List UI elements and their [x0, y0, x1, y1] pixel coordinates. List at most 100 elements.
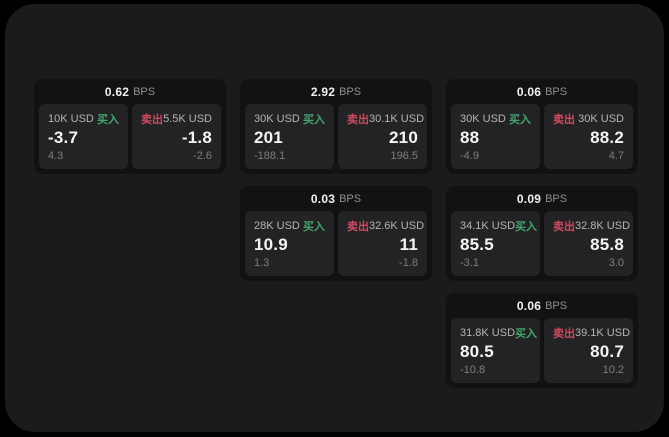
buy-price: 201 — [254, 128, 283, 148]
buy-sub-value: -10.8 — [460, 364, 486, 376]
buy-tile[interactable]: 10K USD 买入 -3.7 4.3 — [39, 104, 128, 169]
quote-tiles: 34.1K USD 买入 85.5 -3.1 卖出 32.8K USD 85.8… — [446, 211, 638, 281]
bps-unit: BPS — [133, 85, 156, 98]
bps-header: 0.03 BPS — [240, 186, 432, 211]
sell-tile[interactable]: 卖出 30K USD 88.2 4.7 — [544, 104, 633, 169]
buy-side-label: 买入 — [303, 114, 325, 126]
sell-sub-value: -1.8 — [399, 257, 418, 269]
buy-size-label: 30K USD — [254, 113, 300, 125]
bps-unit: BPS — [545, 192, 568, 205]
sell-size-label: 5.5K USD — [163, 113, 212, 125]
buy-size-label: 28K USD — [254, 220, 300, 232]
bps-value: 0.06 — [516, 84, 542, 99]
sell-tile[interactable]: 卖出 32.8K USD 85.8 3.0 — [544, 211, 633, 276]
sell-size-label: 30K USD — [578, 113, 624, 125]
buy-size-label: 31.8K USD — [460, 327, 516, 339]
bps-header: 0.06 BPS — [446, 79, 638, 104]
bps-unit: BPS — [339, 192, 362, 205]
sell-tile-header: 卖出 5.5K USD — [141, 111, 212, 127]
sell-size-label: 39.1K USD — [575, 327, 631, 339]
bps-header: 0.06 BPS — [446, 293, 638, 318]
buy-price: 10.9 — [254, 235, 288, 255]
buy-tile[interactable]: 34.1K USD 买入 85.5 -3.1 — [451, 211, 540, 276]
sell-side-label: 卖出 — [553, 221, 575, 233]
sell-price: -1.8 — [181, 128, 212, 148]
buy-side-label: 买入 — [303, 221, 325, 233]
sell-size-label: 32.8K USD — [575, 220, 631, 232]
bps-value: 0.09 — [516, 191, 542, 206]
buy-sub-value: -4.9 — [460, 150, 479, 162]
buy-sub-value: -188.1 — [254, 150, 286, 162]
buy-sub-value: -3.1 — [460, 257, 479, 269]
bps-value: 2.92 — [310, 84, 336, 99]
bps-unit: BPS — [339, 85, 362, 98]
quote-tiles: 30K USD 买入 88 -4.9 卖出 30K USD 88.2 4.7 — [446, 104, 638, 174]
sell-tile-header: 卖出 32.8K USD — [553, 218, 630, 234]
buy-sub-value: 1.3 — [254, 257, 270, 269]
sell-side-label: 卖出 — [553, 114, 575, 126]
buy-side-label: 买入 — [515, 328, 538, 340]
buy-size-label: 30K USD — [460, 113, 506, 125]
sell-sub-value: 10.2 — [602, 364, 624, 376]
quote-tiles: 10K USD 买入 -3.7 4.3 卖出 5.5K USD -1.8 -2.… — [34, 104, 226, 174]
sell-price: 210 — [389, 128, 418, 148]
sell-tile-header: 卖出 32.6K USD — [347, 218, 424, 234]
sell-sub-value: 196.5 — [390, 150, 418, 162]
bps-header: 0.09 BPS — [446, 186, 638, 211]
quote-card: 2.92 BPS 30K USD 买入 201 -188.1 卖出 30.1K … — [240, 79, 432, 174]
quote-card: 0.62 BPS 10K USD 买入 -3.7 4.3 卖出 5.5K USD — [34, 79, 226, 174]
bps-value: 0.06 — [516, 298, 542, 313]
buy-side-label: 买入 — [509, 114, 531, 126]
buy-tile-header: 30K USD 买入 — [254, 111, 325, 127]
quotes-grid: 0.62 BPS 10K USD 买入 -3.7 4.3 卖出 5.5K USD — [34, 79, 638, 388]
buy-tile[interactable]: 28K USD 买入 10.9 1.3 — [245, 211, 334, 276]
sell-tile-header: 卖出 30K USD — [553, 111, 624, 127]
sell-tile[interactable]: 卖出 39.1K USD 80.7 10.2 — [544, 318, 633, 383]
sell-size-label: 32.6K USD — [369, 220, 425, 232]
quote-card: 0.09 BPS 34.1K USD 买入 85.5 -3.1 卖出 32.8K… — [446, 186, 638, 281]
quote-card: 0.03 BPS 28K USD 买入 10.9 1.3 卖出 32.6K US… — [240, 186, 432, 281]
sell-price: 11 — [399, 235, 418, 255]
buy-price: -3.7 — [48, 128, 79, 148]
buy-size-label: 34.1K USD — [460, 220, 516, 232]
sell-tile[interactable]: 卖出 5.5K USD -1.8 -2.6 — [132, 104, 221, 169]
sell-tile-header: 卖出 39.1K USD — [553, 325, 630, 341]
sell-tile[interactable]: 卖出 32.6K USD 11 -1.8 — [338, 211, 427, 276]
quote-tiles: 28K USD 买入 10.9 1.3 卖出 32.6K USD 11 -1.8 — [240, 211, 432, 281]
sell-price: 80.7 — [590, 342, 624, 362]
sell-side-label: 卖出 — [347, 114, 369, 126]
quote-card: 0.06 BPS 31.8K USD 买入 80.5 -10.8 卖出 39.1… — [446, 293, 638, 388]
buy-tile-header: 31.8K USD 买入 — [460, 325, 537, 341]
app-window: 0.62 BPS 10K USD 买入 -3.7 4.3 卖出 5.5K USD — [5, 4, 664, 432]
buy-price: 85.5 — [460, 235, 494, 255]
buy-tile[interactable]: 30K USD 买入 88 -4.9 — [451, 104, 540, 169]
quote-tiles: 30K USD 买入 201 -188.1 卖出 30.1K USD 210 1… — [240, 104, 432, 174]
sell-sub-value: 4.7 — [608, 150, 624, 162]
buy-price: 80.5 — [460, 342, 494, 362]
bps-value: 0.03 — [310, 191, 336, 206]
sell-side-label: 卖出 — [141, 114, 163, 126]
bps-header: 2.92 BPS — [240, 79, 432, 104]
sell-side-label: 卖出 — [553, 328, 575, 340]
buy-size-label: 10K USD — [48, 113, 94, 125]
sell-size-label: 30.1K USD — [369, 113, 425, 125]
quote-card: 0.06 BPS 30K USD 买入 88 -4.9 卖出 30K USD — [446, 79, 638, 174]
buy-side-label: 买入 — [97, 114, 119, 126]
sell-price: 88.2 — [590, 128, 624, 148]
buy-tile-header: 34.1K USD 买入 — [460, 218, 537, 234]
sell-tile-header: 卖出 30.1K USD — [347, 111, 424, 127]
buy-price: 88 — [460, 128, 480, 148]
buy-side-label: 买入 — [515, 221, 538, 233]
bps-unit: BPS — [545, 85, 568, 98]
bps-unit: BPS — [545, 299, 568, 312]
sell-sub-value: -2.6 — [193, 150, 212, 162]
buy-tile-header: 30K USD 买入 — [460, 111, 531, 127]
sell-sub-value: 3.0 — [608, 257, 624, 269]
sell-tile[interactable]: 卖出 30.1K USD 210 196.5 — [338, 104, 427, 169]
buy-tile[interactable]: 31.8K USD 买入 80.5 -10.8 — [451, 318, 540, 383]
sell-price: 85.8 — [590, 235, 624, 255]
quote-tiles: 31.8K USD 买入 80.5 -10.8 卖出 39.1K USD 80.… — [446, 318, 638, 388]
buy-tile-header: 28K USD 买入 — [254, 218, 325, 234]
buy-tile[interactable]: 30K USD 买入 201 -188.1 — [245, 104, 334, 169]
sell-side-label: 卖出 — [347, 221, 369, 233]
